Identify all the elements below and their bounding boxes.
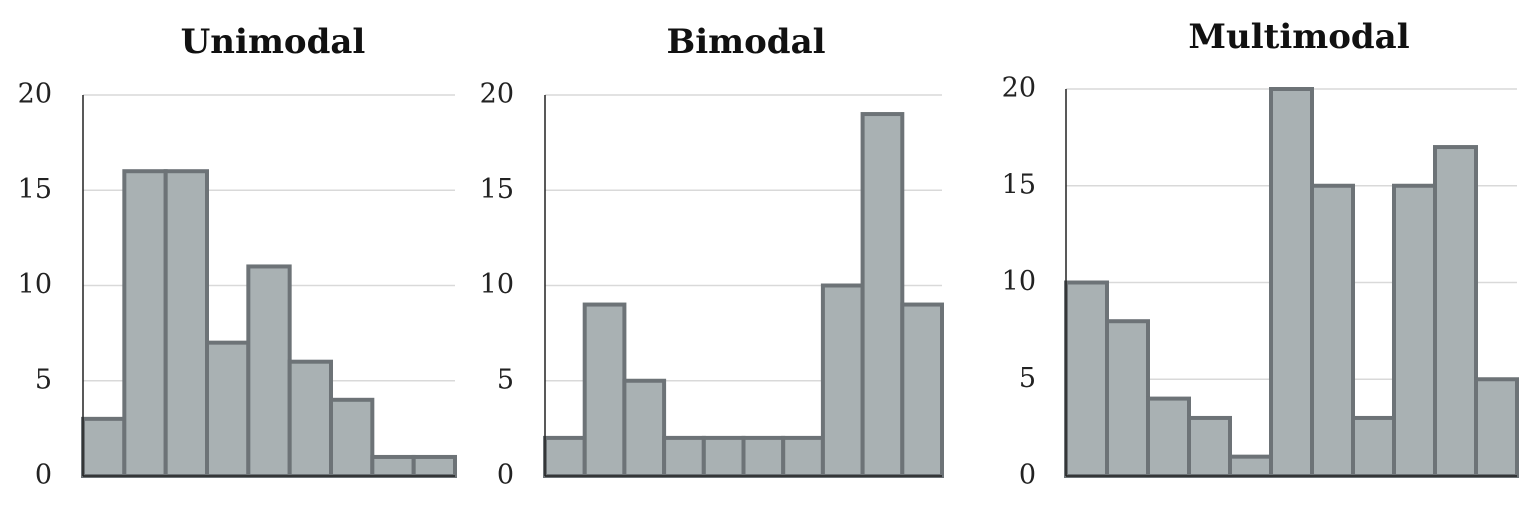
y-tick-label: 0 bbox=[1019, 460, 1036, 491]
chart-title-unimodal: Unimodal bbox=[181, 22, 366, 62]
y-tick-label: 15 bbox=[18, 174, 52, 205]
y-tick-label: 10 bbox=[480, 269, 514, 300]
histogram-bar bbox=[246, 264, 292, 479]
histogram-bar bbox=[1433, 145, 1478, 479]
histogram-bar bbox=[1228, 454, 1273, 478]
histogram-bar bbox=[163, 169, 210, 478]
y-tick-label: 20 bbox=[18, 79, 52, 110]
histogram-bar bbox=[741, 435, 786, 478]
y-tick-label: 5 bbox=[1019, 363, 1036, 394]
histogram-bar bbox=[287, 359, 333, 479]
histogram-bar bbox=[820, 283, 865, 478]
histogram-bar bbox=[900, 302, 944, 478]
histogram-bar bbox=[543, 435, 587, 478]
chart-panel-unimodal: Unimodal 0 5 10 15 20 bbox=[18, 22, 457, 491]
chart-panel-bimodal: Bimodal 0 5 10 15 20 bbox=[480, 22, 944, 491]
y-tick-label: 10 bbox=[1002, 266, 1036, 297]
histogram-bar bbox=[860, 112, 905, 479]
y-tick-label: 0 bbox=[497, 460, 514, 491]
histogram-bar bbox=[411, 454, 457, 479]
y-tick-label: 5 bbox=[497, 364, 514, 395]
y-tick-label: 20 bbox=[1002, 73, 1036, 104]
histogram-bar bbox=[1392, 183, 1437, 478]
histogram-bar bbox=[329, 397, 375, 478]
histogram-bar bbox=[582, 302, 627, 478]
plot-area-bimodal: 0 5 10 15 20 bbox=[480, 79, 944, 491]
histogram-bar bbox=[1351, 415, 1396, 479]
histogram-bar bbox=[122, 169, 168, 478]
histogram-bar bbox=[701, 435, 746, 478]
y-tick-label: 15 bbox=[480, 174, 514, 205]
chart-title-multimodal: Multimodal bbox=[1188, 17, 1409, 57]
histogram-bar bbox=[1105, 319, 1150, 479]
histogram-bar bbox=[662, 435, 706, 478]
histogram-bar bbox=[622, 378, 667, 478]
y-tick-label: 5 bbox=[35, 364, 52, 395]
histogram-bar bbox=[1269, 87, 1314, 478]
y-tick-label: 15 bbox=[1002, 169, 1036, 200]
histogram-bar bbox=[1310, 183, 1355, 478]
histogram-bar bbox=[370, 454, 416, 479]
y-tick-label: 20 bbox=[480, 79, 514, 110]
histogram-bar bbox=[205, 340, 251, 478]
chart-panel-multimodal: Multimodal 0 5 10 15 20 bbox=[1002, 17, 1519, 491]
chart-title-bimodal: Bimodal bbox=[666, 22, 825, 62]
histogram-bar bbox=[1146, 396, 1191, 479]
histogram-bar bbox=[1064, 280, 1109, 478]
plot-area-multimodal: 0 5 10 15 20 bbox=[1002, 73, 1519, 491]
y-tick-label: 10 bbox=[18, 269, 52, 300]
y-tick-label: 0 bbox=[35, 460, 52, 491]
histogram-bar bbox=[1187, 415, 1232, 479]
histogram-bar bbox=[81, 416, 127, 479]
plot-area-unimodal: 0 5 10 15 20 bbox=[18, 79, 457, 491]
histogram-bar bbox=[1474, 377, 1519, 478]
histogram-bar bbox=[781, 435, 825, 478]
